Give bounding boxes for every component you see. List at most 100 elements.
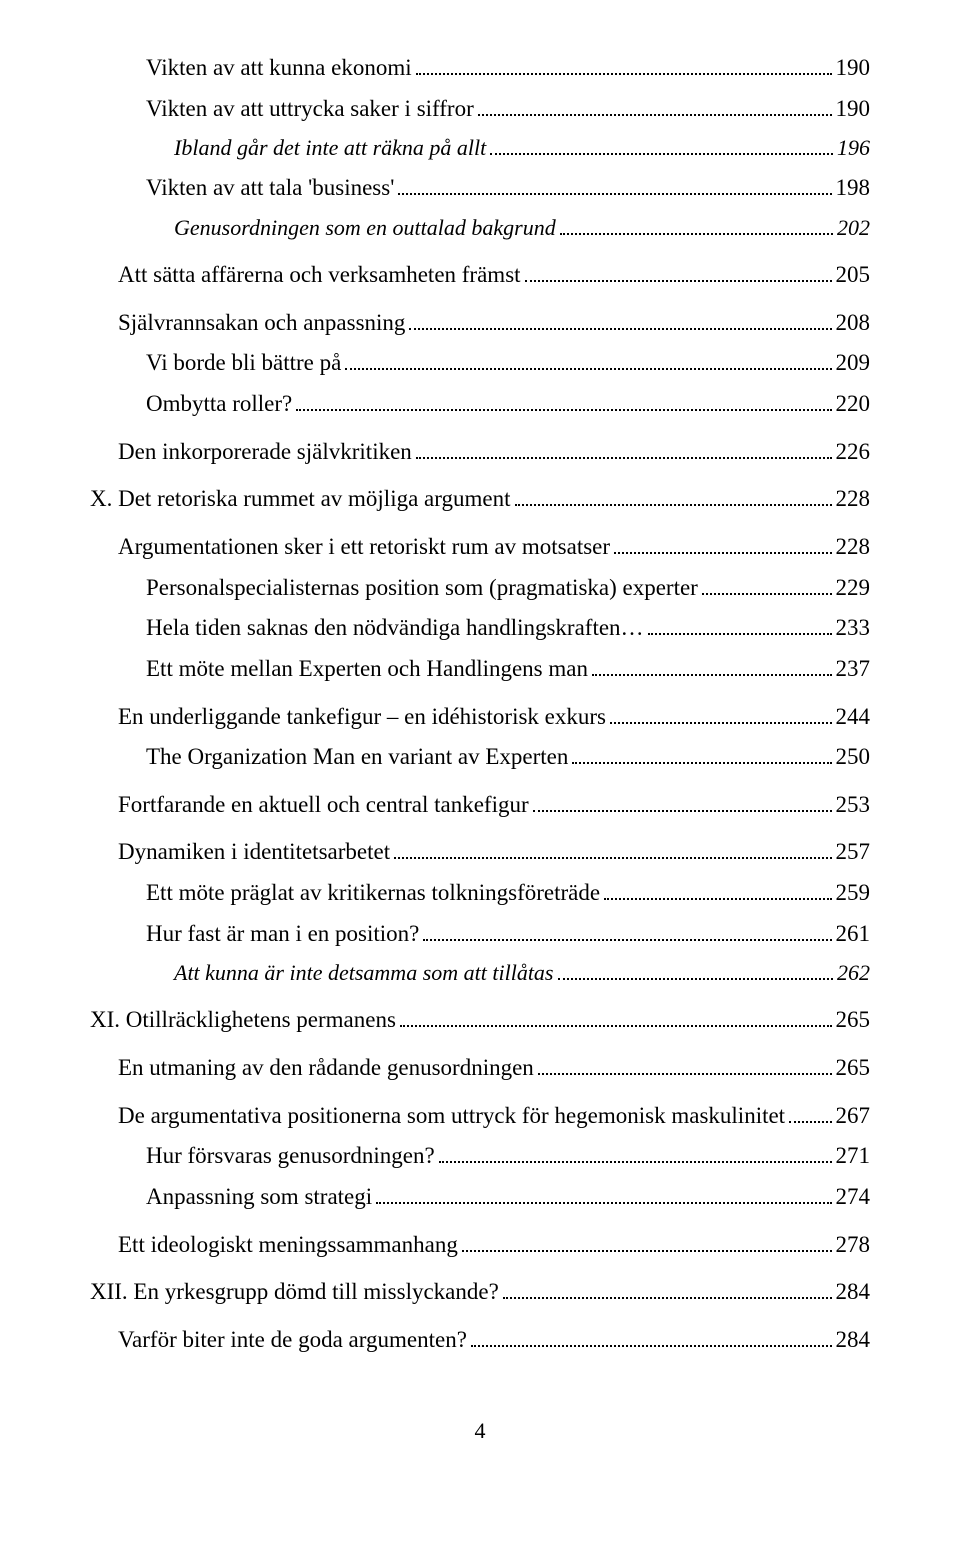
toc-entry: Anpassning som strategi 274 <box>146 1179 870 1215</box>
toc-entry-title: XI. Otillräcklighetens permanens <box>90 1002 396 1038</box>
toc-entry-page: 237 <box>836 651 871 687</box>
toc-leader-dots <box>702 593 832 595</box>
toc-leader-dots <box>538 1073 832 1075</box>
toc-entry-page: 261 <box>836 916 871 952</box>
toc-entry: Genusordningen som en outtalad bakgrund2… <box>174 211 870 245</box>
toc-entry: Att kunna är inte detsamma som att tillå… <box>174 956 870 990</box>
toc-entry-title: Hur försvaras genusordningen? <box>146 1138 435 1174</box>
toc-leader-dots <box>558 978 834 980</box>
toc-leader-dots <box>394 857 831 859</box>
toc-entry-title: Hur fast är man i en position? <box>146 916 419 952</box>
toc-leader-dots <box>533 810 832 812</box>
toc-entry-page: 226 <box>836 434 871 470</box>
toc-leader-dots <box>604 898 831 900</box>
toc-leader-dots <box>614 552 831 554</box>
toc-entry-page: 228 <box>836 481 871 517</box>
toc-entry: Ombytta roller? 220 <box>146 386 870 422</box>
toc-entry: Argumentationen sker i ett retoriskt rum… <box>118 529 870 565</box>
toc-entry: Vi borde bli bättre på209 <box>146 345 870 381</box>
toc-entry: Fortfarande en aktuell och central tanke… <box>118 787 870 823</box>
toc-entry-page: 274 <box>836 1179 871 1215</box>
toc-entry-page: 250 <box>836 739 871 775</box>
toc-entry-title: Personalspecialisternas position som (pr… <box>146 570 698 606</box>
toc-entry-title: Anpassning som strategi <box>146 1179 372 1215</box>
toc-entry-title: Ombytta roller? <box>146 386 292 422</box>
toc-entry: Varför biter inte de goda argumenten? 284 <box>118 1322 870 1358</box>
toc-leader-dots <box>560 233 833 235</box>
toc-entry-title: En underliggande tankefigur – en idéhist… <box>118 699 606 735</box>
page-number: 4 <box>90 1418 870 1444</box>
toc-entry: Ett möte mellan Experten och Handlingens… <box>146 651 870 687</box>
toc-leader-dots <box>398 193 831 195</box>
toc-entry-title: De argumentativa positionerna som uttryc… <box>118 1098 785 1134</box>
toc-entry-page: 244 <box>836 699 871 735</box>
toc-entry-title: XII. En yrkesgrupp dömd till misslyckand… <box>90 1274 499 1310</box>
toc-entry: En utmaning av den rådande genusordninge… <box>118 1050 870 1086</box>
toc-entry-title: Den inkorporerade självkritiken <box>118 434 412 470</box>
toc-entry-title: Att kunna är inte detsamma som att tillå… <box>174 956 554 990</box>
toc-leader-dots <box>423 939 831 941</box>
toc-entry-title: Argumentationen sker i ett retoriskt rum… <box>118 529 610 565</box>
table-of-contents: Vikten av att kunna ekonomi190 Vikten av … <box>90 50 870 1358</box>
toc-entry: The Organization Man en variant av Exper… <box>146 739 870 775</box>
toc-entry-page: 265 <box>836 1002 871 1038</box>
toc-entry-title: Självrannsakan och anpassning <box>118 305 405 341</box>
toc-entry-title: Att sätta affärerna och verksamheten frä… <box>118 257 521 293</box>
toc-leader-dots <box>610 722 832 724</box>
toc-entry-page: 267 <box>836 1098 871 1134</box>
toc-entry: Självrannsakan och anpassning208 <box>118 305 870 341</box>
toc-leader-dots <box>490 153 833 155</box>
toc-entry: Vikten av att uttrycka saker i siffror 19… <box>146 91 870 127</box>
toc-entry-page: 220 <box>836 386 871 422</box>
toc-leader-dots <box>416 457 832 459</box>
toc-entry: Den inkorporerade självkritiken 226 <box>118 434 870 470</box>
toc-entry-title: Ibland går det inte att räkna på allt <box>174 131 486 165</box>
toc-leader-dots <box>525 280 832 282</box>
toc-entry: Hur försvaras genusordningen? 271 <box>146 1138 870 1174</box>
toc-entry-page: 190 <box>836 50 871 86</box>
toc-entry: Hur fast är man i en position? 261 <box>146 916 870 952</box>
toc-entry-title: Varför biter inte de goda argumenten? <box>118 1322 467 1358</box>
toc-entry-page: 202 <box>837 211 870 245</box>
toc-entry-title: Ett möte mellan Experten och Handlingens… <box>146 651 588 687</box>
toc-entry: Att sätta affärerna och verksamheten frä… <box>118 257 870 293</box>
toc-leader-dots <box>416 73 832 75</box>
toc-leader-dots <box>503 1297 832 1299</box>
toc-leader-dots <box>572 762 831 764</box>
toc-entry-title: Fortfarande en aktuell och central tanke… <box>118 787 529 823</box>
toc-entry-title: Ett ideologiskt meningssammanhang <box>118 1227 458 1263</box>
toc-leader-dots <box>648 633 832 635</box>
toc-entry: De argumentativa positionerna som uttryc… <box>118 1098 870 1134</box>
toc-leader-dots <box>478 114 832 116</box>
toc-entry-page: 190 <box>836 91 871 127</box>
toc-leader-dots <box>592 674 832 676</box>
toc-entry: XII. En yrkesgrupp dömd till misslyckand… <box>90 1274 870 1310</box>
toc-entry-page: 229 <box>836 570 871 606</box>
toc-entry-page: 198 <box>836 170 871 206</box>
toc-entry-page: 209 <box>836 345 871 381</box>
toc-entry-page: 271 <box>836 1138 871 1174</box>
toc-entry-page: 228 <box>836 529 871 565</box>
toc-entry-page: 257 <box>836 834 871 870</box>
toc-entry-title: En utmaning av den rådande genusordninge… <box>118 1050 534 1086</box>
toc-entry-title: Dynamiken i identitetsarbetet <box>118 834 390 870</box>
toc-entry-page: 284 <box>836 1274 871 1310</box>
toc-entry-title: Vikten av att tala 'business' <box>146 170 394 206</box>
toc-leader-dots <box>789 1121 831 1123</box>
toc-leader-dots <box>471 1345 832 1347</box>
toc-entry-page: 196 <box>837 131 870 165</box>
toc-entry-page: 233 <box>836 610 871 646</box>
toc-entry: Vikten av att kunna ekonomi190 <box>146 50 870 86</box>
toc-entry-page: 262 <box>837 956 870 990</box>
toc-leader-dots <box>439 1161 832 1163</box>
toc-entry-title: Ett möte präglat av kritikernas tolkning… <box>146 875 600 911</box>
toc-leader-dots <box>400 1025 832 1027</box>
toc-entry: Ett ideologiskt meningssammanhang278 <box>118 1227 870 1263</box>
toc-entry: En underliggande tankefigur – en idéhist… <box>118 699 870 735</box>
toc-entry-page: 259 <box>836 875 871 911</box>
toc-entry-page: 284 <box>836 1322 871 1358</box>
toc-entry-title: Vikten av att uttrycka saker i siffror <box>146 91 474 127</box>
toc-entry: Hela tiden saknas den nödvändiga handlin… <box>146 610 870 646</box>
toc-entry: Vikten av att tala 'business' 198 <box>146 170 870 206</box>
toc-leader-dots <box>376 1202 831 1204</box>
